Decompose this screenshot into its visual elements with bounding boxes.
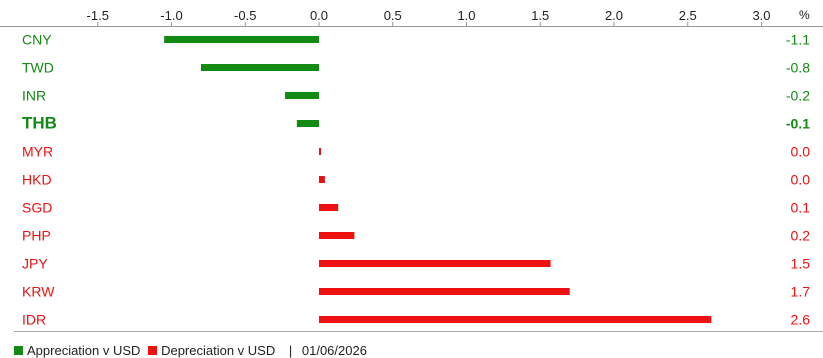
x-tick-label: 2.0: [605, 8, 623, 23]
x-unit-label: %: [799, 8, 810, 22]
bar-thb: [296, 120, 319, 127]
category-label-sgd: SGD: [22, 200, 52, 216]
category-label-krw: KRW: [22, 284, 55, 300]
x-tick-label: 1.0: [457, 8, 475, 23]
x-tick-label: -1.0: [160, 8, 182, 23]
value-label-cny: -1.1: [786, 32, 810, 48]
bar-cny: [164, 36, 319, 43]
value-label-sgd: 0.1: [791, 200, 811, 216]
value-label-krw: 1.7: [791, 284, 811, 300]
bar-hkd: [319, 176, 325, 183]
bar-krw: [319, 288, 570, 295]
category-label-inr: INR: [22, 88, 46, 104]
value-label-twd: -0.8: [786, 60, 810, 76]
legend-depreciation-swatch: [148, 346, 158, 355]
x-tick-label: 0.0: [310, 8, 328, 23]
x-tick-label: 2.5: [679, 8, 697, 23]
bar-jpy: [319, 260, 551, 267]
legend: Appreciation v USD Depreciation v USD | …: [14, 343, 367, 358]
value-label-inr: -0.2: [786, 88, 810, 104]
legend-depreciation-label: Depreciation v USD: [161, 343, 276, 358]
legend-depreciation: Depreciation v USD: [148, 343, 275, 358]
x-tick-label: 0.5: [384, 8, 402, 23]
legend-appreciation-label: Appreciation v USD: [27, 343, 141, 358]
bar-sgd: [319, 204, 339, 211]
category-label-hkd: HKD: [22, 172, 52, 188]
x-tick-label: -1.5: [87, 8, 109, 23]
bar-php: [319, 232, 355, 239]
bar-myr: [319, 148, 321, 155]
value-label-myr: 0.0: [791, 144, 811, 160]
x-tick-label: -0.5: [234, 8, 256, 23]
legend-date: 01/06/2026: [301, 343, 367, 358]
legend-separator: |: [288, 343, 293, 358]
category-label-twd: TWD: [22, 60, 54, 76]
bar-inr: [285, 92, 319, 99]
x-tick-label: 3.0: [752, 8, 770, 23]
x-tick-label: 1.5: [531, 8, 549, 23]
bar-idr: [319, 316, 712, 323]
category-label-php: PHP: [22, 228, 51, 244]
value-label-hkd: 0.0: [791, 172, 811, 188]
category-label-cny: CNY: [22, 32, 52, 48]
value-label-jpy: 1.5: [791, 256, 811, 272]
bar-twd: [201, 64, 319, 71]
value-label-thb: -0.1: [786, 116, 810, 132]
legend-appreciation: Appreciation v USD: [14, 343, 140, 358]
category-label-thb: THB: [22, 114, 57, 133]
legend-appreciation-swatch: [14, 346, 23, 355]
category-label-jpy: JPY: [22, 256, 48, 272]
value-label-php: 0.2: [791, 228, 811, 244]
value-label-idr: 2.6: [791, 312, 811, 328]
category-label-idr: IDR: [22, 312, 46, 328]
category-label-myr: MYR: [22, 144, 53, 160]
bar-chart: -1.5 -1.0 -0.5 0.0 0.5 1.0 1.5 2.0 2.5 3.0 % CNY -1.…: [0, 8, 823, 332]
